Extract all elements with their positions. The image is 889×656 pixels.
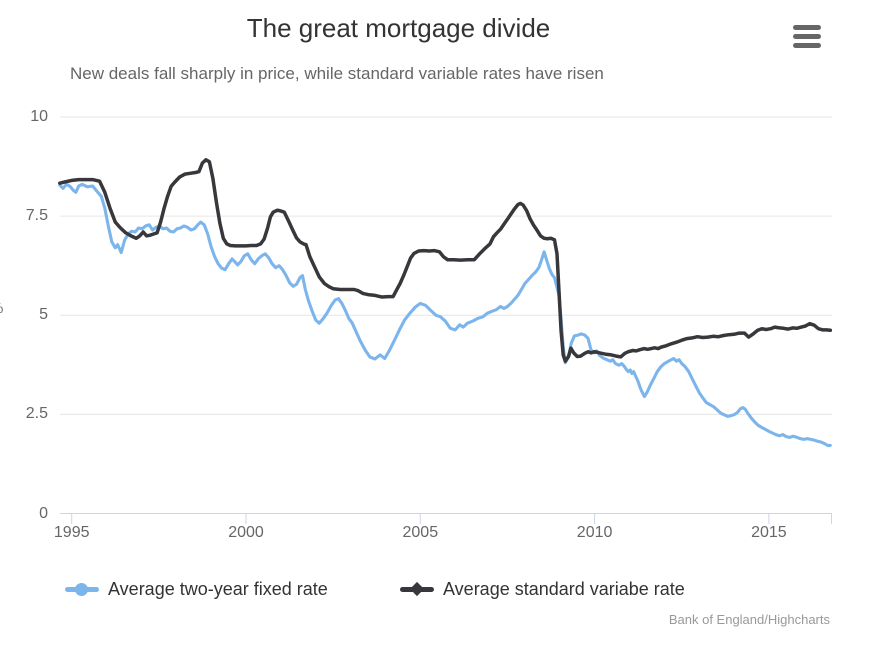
line-circle-marker-icon [65,579,99,599]
y-axis-label-10: 10 [30,108,48,125]
legend-label: Average standard variabe rate [443,578,685,599]
hamburger-menu-icon [793,24,821,30]
x-axis-label-2015: 2015 [751,524,787,541]
chart-context-menu-button[interactable] [793,22,825,50]
x-axis-label-2005: 2005 [402,524,439,541]
chart-title: The great mortgage divide [246,13,551,43]
line-diamond-marker-icon [400,579,434,599]
hamburger-menu-icon [793,33,821,39]
legend-item-two-year-fixed[interactable]: Average two-year fixed rate [65,576,328,602]
series-line-standard-variable[interactable] [58,158,833,363]
y-axis-label-2.5: 2.5 [25,405,48,423]
x-axis-label-2010: 2010 [576,524,613,541]
credits-link[interactable]: Bank of England/Highcharts [668,612,830,627]
chart-subtitle: New deals fall sharply in price, while s… [70,64,604,83]
y-axis-label-5: 5 [39,306,48,324]
hamburger-menu-icon [793,42,821,48]
series-line-two-year-fixed[interactable] [58,182,832,448]
legend: Average two-year fixed rate Average stan… [0,576,889,602]
y-axis-label-7.5: 7.5 [25,207,48,225]
x-axis-label-2000: 2000 [228,524,264,541]
y-axis-label-0: 0 [39,504,48,522]
legend-item-standard-variable[interactable]: Average standard variabe rate [400,576,685,602]
x-axis-label-1995: 1995 [53,524,90,541]
legend-label: Average two-year fixed rate [108,578,328,599]
y-axis-title-clipped: % [0,300,3,322]
